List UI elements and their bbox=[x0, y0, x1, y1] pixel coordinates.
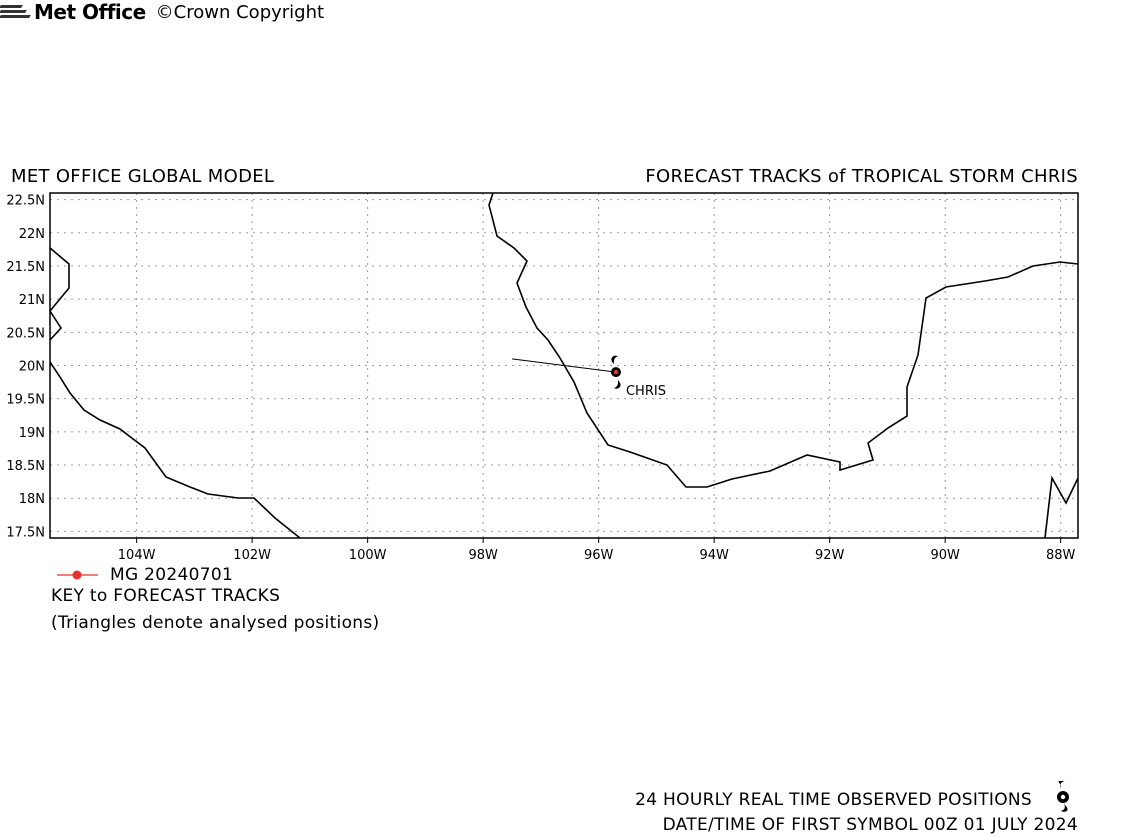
lon-tick-label: 88W bbox=[1046, 548, 1076, 563]
brand-name: Met Office bbox=[34, 0, 146, 24]
key-entry-label: MG 20240701 bbox=[110, 565, 234, 585]
lon-tick-label: 94W bbox=[699, 548, 729, 563]
axis-labels: 22.5N 22N 21.5N 21N 20.5N 20N 19.5N 19N 18.5N 18N… bbox=[6, 194, 1075, 563]
lat-tick-label: 19.5N bbox=[6, 393, 45, 408]
lat-tick-label: 22.5N bbox=[6, 194, 45, 209]
forecast-track-line bbox=[511, 358, 617, 373]
coastline-yucatan-east bbox=[1044, 475, 1078, 538]
lon-tick-label: 90W bbox=[930, 548, 960, 563]
lat-tick-label: 22N bbox=[19, 227, 45, 242]
lon-tick-label: 100W bbox=[349, 548, 387, 563]
chart-title-left: MET OFFICE GLOBAL MODEL bbox=[11, 166, 275, 187]
coastline-gulf-mexico bbox=[488, 193, 1078, 488]
key-title: KEY to FORECAST TRACKS bbox=[51, 586, 281, 606]
met-office-brand: Met Office ©Crown Copyright bbox=[0, 0, 1130, 24]
chart-title-right: FORECAST TRACKS of TROPICAL STORM CHRIS bbox=[645, 166, 1078, 187]
lon-tick-label: 98W bbox=[468, 548, 498, 563]
first-symbol-datetime: DATE/TIME OF FIRST SYMBOL 00Z 01 JULY 20… bbox=[662, 815, 1078, 835]
copyright-text: ©Crown Copyright bbox=[155, 1, 325, 23]
lon-tick-label: 96W bbox=[584, 548, 614, 563]
lat-tick-label: 19N bbox=[19, 426, 45, 441]
lon-tick-label: 92W bbox=[815, 548, 845, 563]
met-office-logo-icon bbox=[0, 3, 31, 21]
hurricane-icon bbox=[610, 355, 621, 389]
lat-tick-label: 18.5N bbox=[6, 459, 45, 474]
storm-name-label: CHRIS bbox=[626, 384, 666, 399]
lat-tick-label: 20N bbox=[19, 360, 45, 375]
lat-tick-label: 21.5N bbox=[6, 260, 45, 275]
lat-tick-label: 17.5N bbox=[6, 525, 45, 540]
map-grid bbox=[50, 193, 1078, 538]
lon-tick-label: 102W bbox=[233, 548, 271, 563]
observed-positions-label: 24 HOURLY REAL TIME OBSERVED POSITIONS bbox=[635, 790, 1032, 810]
hurricane-legend-icon bbox=[1057, 781, 1069, 812]
key-note: (Triangles denote analysed positions) bbox=[51, 613, 380, 633]
lon-tick-label: 104W bbox=[118, 548, 156, 563]
key-track-symbol bbox=[57, 570, 98, 580]
lat-tick-label: 20.5N bbox=[6, 326, 45, 341]
lat-tick-label: 21N bbox=[19, 293, 45, 308]
map-frame bbox=[49, 192, 1079, 539]
lat-tick-label: 18N bbox=[19, 492, 45, 507]
coastline-west bbox=[50, 247, 70, 341]
coastline-pacific bbox=[50, 361, 301, 538]
